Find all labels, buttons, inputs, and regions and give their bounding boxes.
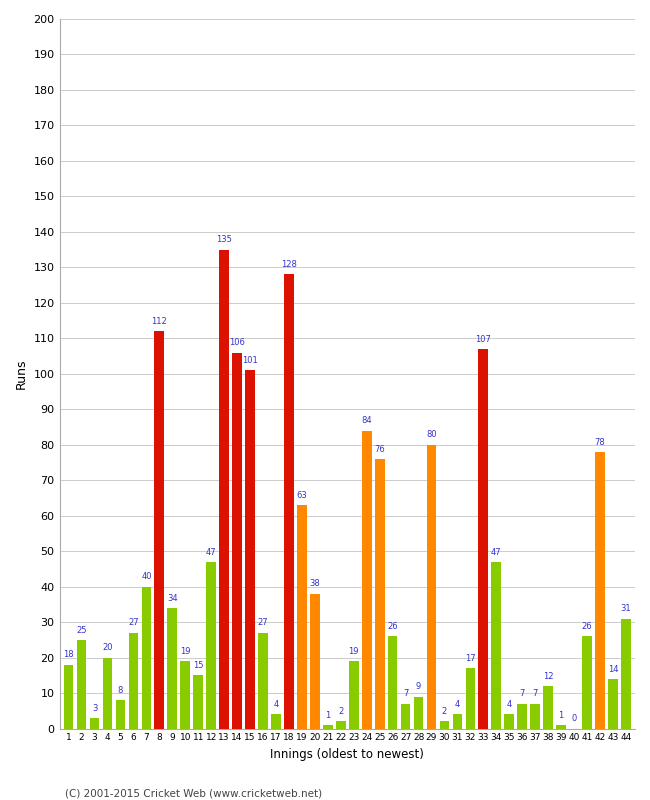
Text: 80: 80 (426, 430, 437, 439)
Text: 19: 19 (348, 647, 359, 656)
Text: 4: 4 (274, 700, 279, 709)
Text: 78: 78 (595, 438, 605, 446)
Text: 101: 101 (242, 356, 258, 365)
Bar (452, 714, 462, 729)
Bar (142, 586, 151, 729)
Bar (401, 704, 410, 729)
Text: 20: 20 (102, 643, 112, 652)
Text: 27: 27 (128, 618, 138, 627)
Text: 7: 7 (403, 690, 408, 698)
Text: 18: 18 (63, 650, 74, 659)
Bar (232, 353, 242, 729)
Bar (362, 430, 372, 729)
Text: 26: 26 (387, 622, 398, 631)
Bar (90, 718, 99, 729)
Text: 1: 1 (325, 710, 330, 720)
Text: 4: 4 (455, 700, 460, 709)
Bar (543, 686, 553, 729)
Text: 19: 19 (180, 647, 190, 656)
Text: 8: 8 (118, 686, 123, 695)
Bar (478, 349, 488, 729)
Bar (77, 640, 86, 729)
Bar (504, 714, 514, 729)
Text: 17: 17 (465, 654, 476, 663)
Text: 3: 3 (92, 704, 98, 713)
Text: 84: 84 (361, 416, 372, 426)
Bar (517, 704, 527, 729)
Text: 0: 0 (571, 714, 577, 723)
Bar (245, 370, 255, 729)
Text: 31: 31 (621, 604, 631, 614)
Text: 12: 12 (543, 672, 553, 681)
X-axis label: Innings (oldest to newest): Innings (oldest to newest) (270, 748, 424, 761)
Text: 2: 2 (442, 707, 447, 716)
Text: 2: 2 (338, 707, 343, 716)
Text: 128: 128 (281, 260, 297, 269)
Bar (582, 636, 592, 729)
Y-axis label: Runs: Runs (15, 358, 28, 389)
Text: 26: 26 (582, 622, 592, 631)
Bar (439, 722, 449, 729)
Text: 76: 76 (374, 445, 385, 454)
Text: 15: 15 (193, 661, 203, 670)
Bar (64, 665, 73, 729)
Bar (375, 459, 385, 729)
Bar (271, 714, 281, 729)
Bar (556, 725, 566, 729)
Text: 63: 63 (296, 490, 307, 500)
Text: 14: 14 (608, 665, 618, 674)
Bar (349, 661, 359, 729)
Bar (297, 505, 307, 729)
Text: 47: 47 (206, 547, 216, 557)
Text: 47: 47 (491, 547, 502, 557)
Bar (530, 704, 540, 729)
Bar (258, 633, 268, 729)
Bar (491, 562, 501, 729)
Text: 7: 7 (519, 690, 525, 698)
Bar (103, 658, 112, 729)
Text: 9: 9 (416, 682, 421, 691)
Text: 112: 112 (151, 317, 167, 326)
Bar (116, 700, 125, 729)
Bar (336, 722, 346, 729)
Bar (219, 250, 229, 729)
Bar (310, 594, 320, 729)
Text: 27: 27 (257, 618, 268, 627)
Text: 7: 7 (532, 690, 538, 698)
Bar (465, 668, 475, 729)
Bar (181, 661, 190, 729)
Bar (168, 608, 177, 729)
Text: 1: 1 (558, 710, 564, 720)
Bar (284, 274, 294, 729)
Text: 34: 34 (167, 594, 177, 602)
Text: (C) 2001-2015 Cricket Web (www.cricketweb.net): (C) 2001-2015 Cricket Web (www.cricketwe… (65, 788, 322, 798)
Text: 25: 25 (76, 626, 87, 634)
Bar (388, 636, 398, 729)
Text: 106: 106 (229, 338, 245, 347)
Bar (193, 675, 203, 729)
Bar (608, 679, 618, 729)
Bar (426, 445, 436, 729)
Bar (595, 452, 605, 729)
Bar (155, 331, 164, 729)
Bar (206, 562, 216, 729)
Bar (621, 618, 630, 729)
Text: 38: 38 (309, 579, 320, 589)
Text: 40: 40 (141, 572, 151, 582)
Bar (413, 697, 423, 729)
Text: 4: 4 (506, 700, 512, 709)
Bar (129, 633, 138, 729)
Bar (323, 725, 333, 729)
Text: 107: 107 (475, 334, 491, 344)
Text: 135: 135 (216, 235, 232, 244)
